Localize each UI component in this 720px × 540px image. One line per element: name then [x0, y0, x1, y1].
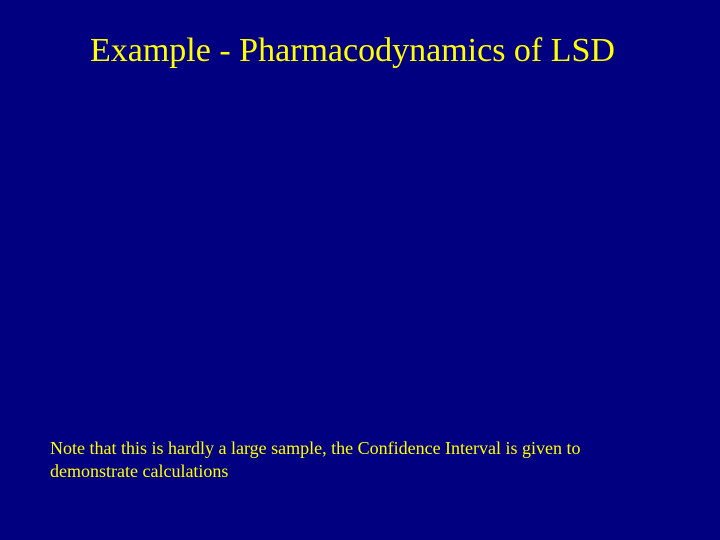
slide-title: Example - Pharmacodynamics of LSD [90, 32, 670, 70]
slide-container: Example - Pharmacodynamics of LSD Note t… [0, 0, 720, 540]
slide-footnote: Note that this is hardly a large sample,… [50, 437, 660, 482]
